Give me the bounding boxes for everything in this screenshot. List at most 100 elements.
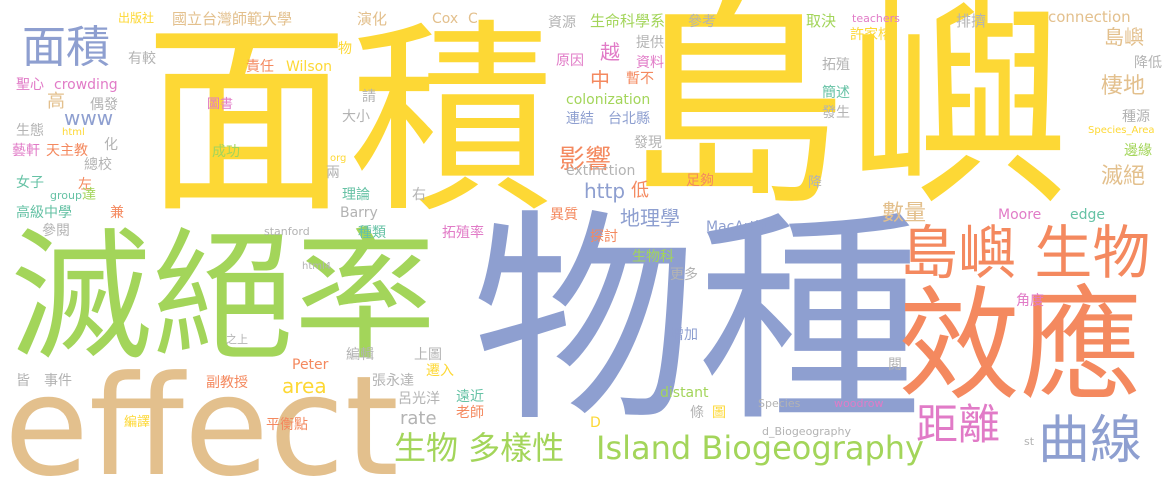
cloud-word: st (1024, 435, 1035, 448)
cloud-word: 出版社 (118, 11, 155, 25)
cloud-word: 呂光洋 (398, 391, 440, 407)
cloud-word: crowding (54, 77, 118, 93)
cloud-word: group (50, 189, 82, 202)
cloud-word: 滅絕率 (10, 215, 436, 380)
cloud-word: Wilson (286, 59, 333, 75)
cloud-word: 角度 (1016, 293, 1044, 309)
cloud-word: 排擠 (956, 12, 987, 30)
cloud-word: effect (4, 346, 399, 482)
cloud-word: Species (758, 397, 801, 410)
cloud-word: 種類 (358, 225, 386, 241)
cloud-word: 化 (104, 137, 118, 153)
cloud-word: 編譯 (124, 415, 151, 430)
cloud-word: 異質 (550, 207, 578, 223)
cloud-word: html4 (302, 261, 332, 272)
cloud-word: 理論 (342, 187, 370, 203)
cloud-word: 總校 (84, 157, 112, 173)
cloud-word: MacArthur (706, 219, 779, 235)
cloud-word: 越 (600, 40, 620, 64)
cloud-word: 原因 (556, 53, 584, 69)
cloud-word: D (590, 415, 601, 431)
cloud-word: 副教授 (206, 375, 248, 391)
cloud-word: 足夠 (686, 173, 714, 189)
cloud-word: teachers (852, 12, 900, 25)
cloud-word: 簡述 (822, 85, 850, 101)
cloud-word: 參閱 (42, 223, 70, 239)
cloud-word: 條 (690, 405, 704, 421)
cloud-word: 高 (47, 91, 65, 112)
cloud-word: 探討 (590, 229, 618, 245)
cloud-word: Peter (292, 357, 329, 373)
cloud-word: 國立台灣師範大學 (172, 10, 293, 28)
cloud-word: 發現 (634, 135, 662, 151)
cloud-word: 資源 (548, 15, 576, 31)
cloud-word: 島嶼 (1104, 25, 1144, 49)
cloud-word: 曲線 (1038, 411, 1143, 471)
cloud-word: 物 (338, 41, 352, 57)
cloud-word: 許家榕 (850, 27, 892, 43)
cloud-word: 藝軒 (12, 143, 40, 159)
cloud-word: woodrow (834, 397, 884, 410)
cloud-word: 皆 (16, 373, 30, 389)
cloud-word: 天主教 (46, 143, 88, 159)
cloud-word: 兩 (326, 165, 340, 181)
cloud-word: 效應 (898, 275, 1142, 417)
cloud-word: 遷入 (426, 363, 454, 379)
cloud-word: 閱 (888, 357, 902, 373)
cloud-word: Cox (432, 11, 459, 27)
cloud-word: 地理學 (620, 206, 680, 230)
cloud-word: 圖 (712, 405, 726, 421)
cloud-word: 降低 (1134, 55, 1162, 71)
cloud-word: 發生 (822, 105, 850, 121)
cloud-word: 偶發 (90, 97, 118, 113)
cloud-word: 島嶼 (625, 0, 1069, 236)
cloud-word: 連結 (566, 111, 594, 127)
cloud-word: 編輯 (346, 347, 374, 363)
cloud-word: 演化 (357, 10, 388, 28)
cloud-word: 左 (78, 177, 92, 193)
cloud-word: rate (400, 408, 437, 429)
cloud-word: 降 (808, 175, 822, 191)
cloud-word: 島嶼 生物 (900, 219, 1151, 287)
cloud-word: Barry (340, 205, 378, 221)
cloud-word: 取決 (806, 12, 837, 30)
cloud-word: 拓殖 (822, 57, 850, 73)
cloud-word: 提供 (636, 35, 664, 51)
cloud-word: 低 (631, 180, 649, 201)
cloud-word: http (584, 179, 626, 203)
cloud-word: www (64, 106, 114, 130)
cloud-word: 台北縣 (608, 111, 650, 127)
cloud-word: 有較 (128, 51, 156, 67)
cloud-word: org (330, 153, 347, 164)
cloud-word: stanford (264, 225, 310, 238)
cloud-word: 圖書 (207, 97, 234, 112)
cloud-word: html (62, 127, 85, 138)
cloud-word: 更多 (670, 267, 698, 283)
cloud-word: 滅絕 (1101, 164, 1146, 189)
cloud-word: 老師 (456, 405, 484, 421)
cloud-word: 右 (412, 187, 426, 203)
cloud-word: Moore (998, 207, 1042, 223)
cloud-word: 面積 (144, 3, 554, 241)
cloud-word: 面積 (22, 22, 110, 73)
cloud-word: 生物 多樣性 (394, 429, 565, 467)
cloud-word: 生物科 (632, 249, 674, 265)
cloud-word: 上圖 (414, 347, 442, 363)
cloud-word: 張永達 (372, 373, 414, 389)
cloud-word: 高級中學 (16, 205, 72, 221)
cloud-word: 達 (82, 187, 96, 203)
cloud-word: 增加 (670, 327, 698, 343)
cloud-word: C (468, 11, 478, 27)
cloud-word: extinction (566, 163, 636, 179)
cloud-word: 遠近 (456, 389, 484, 405)
cloud-word: 成功 (212, 144, 240, 160)
cloud-word: 種源 (1122, 109, 1150, 125)
cloud-word: 中 (590, 68, 610, 92)
cloud-word: area (282, 374, 327, 398)
cloud-word: 女子 (16, 175, 44, 191)
cloud-word: distant (660, 385, 709, 401)
cloud-word: 資料 (636, 55, 664, 71)
cloud-word: 大小 (342, 109, 370, 125)
cloud-word: 拓殖率 (442, 225, 484, 241)
